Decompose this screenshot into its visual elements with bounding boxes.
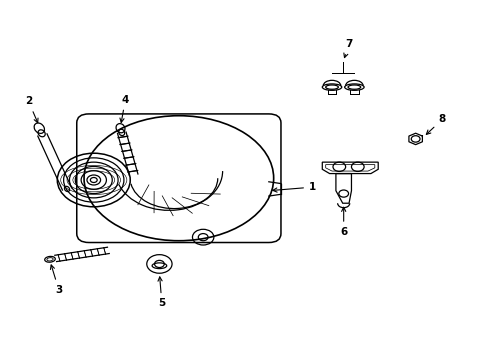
Text: 3: 3 <box>50 265 62 295</box>
Text: 2: 2 <box>25 96 38 123</box>
Text: 1: 1 <box>272 182 316 192</box>
Text: 6: 6 <box>339 207 346 237</box>
Text: 8: 8 <box>426 114 445 134</box>
Text: 7: 7 <box>343 39 352 58</box>
Text: 4: 4 <box>120 95 129 122</box>
Text: 5: 5 <box>158 277 165 308</box>
